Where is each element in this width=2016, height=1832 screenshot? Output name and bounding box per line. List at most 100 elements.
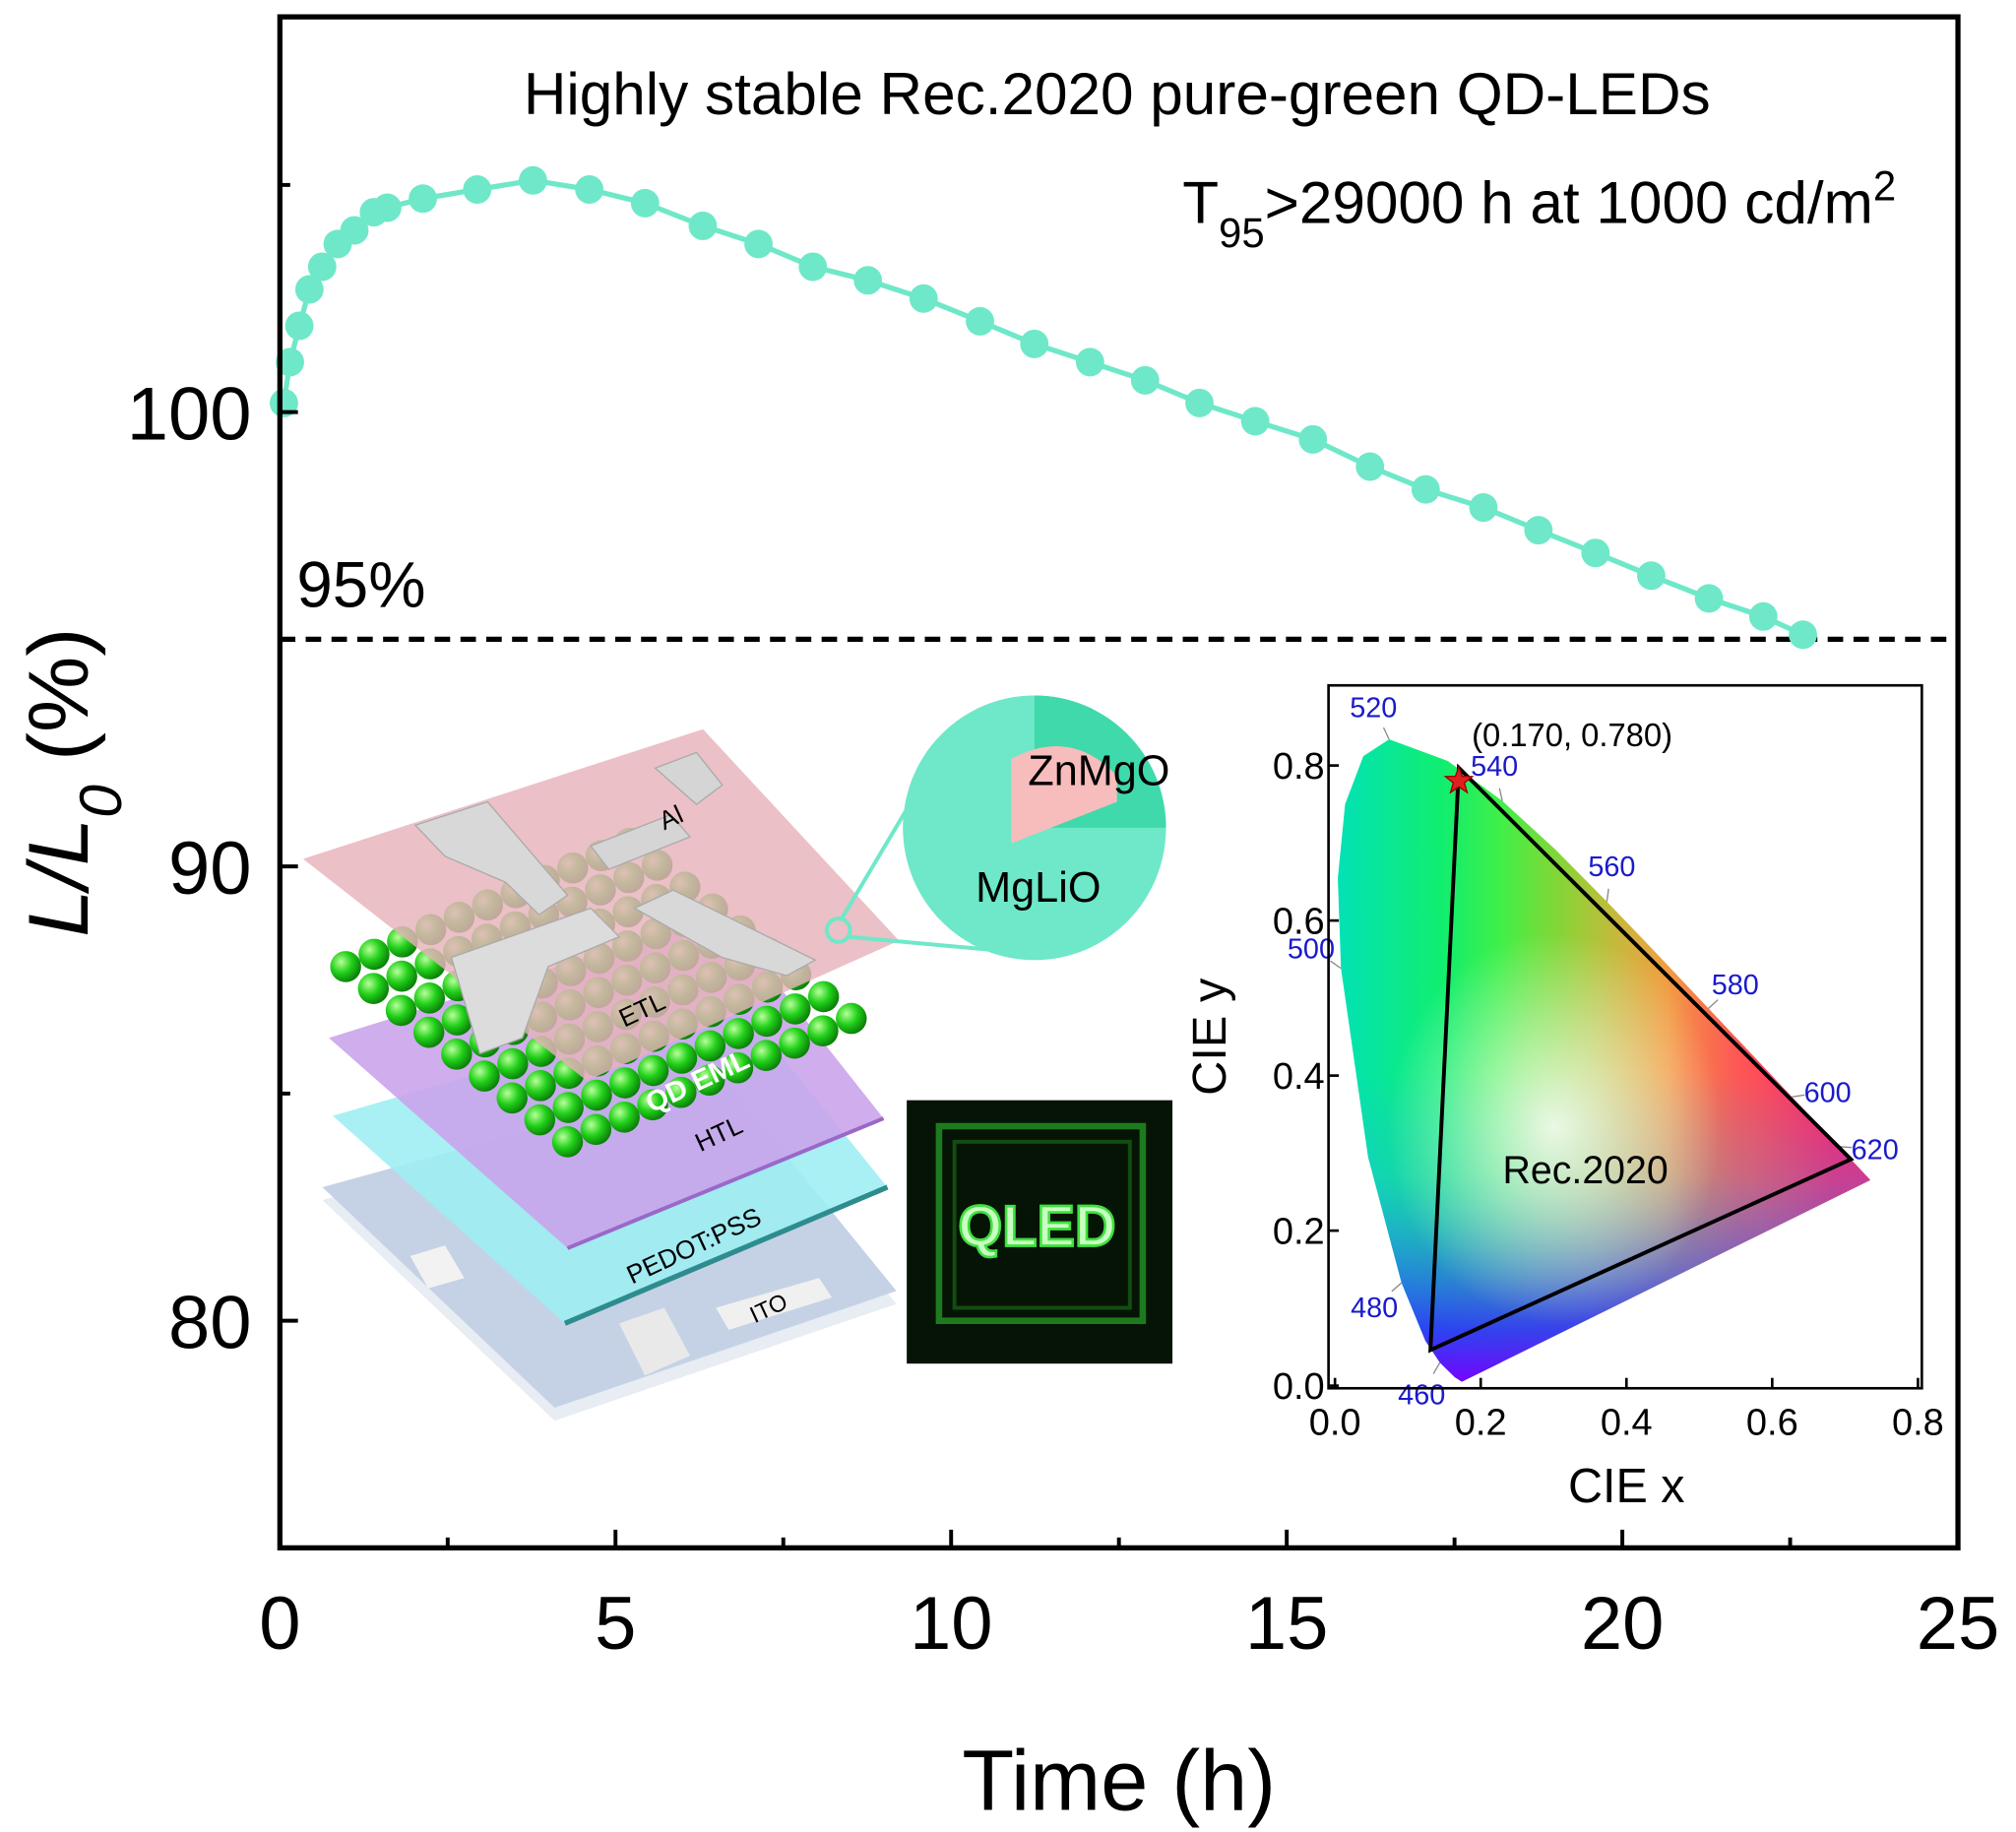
data-point: [1411, 474, 1440, 504]
qd-sphere: [694, 1030, 726, 1062]
qd-sphere: [836, 1002, 867, 1035]
wavelength-label: 500: [1288, 933, 1335, 965]
wavelength-leader: [1391, 1282, 1403, 1293]
data-point: [340, 216, 369, 245]
y-tick-label: 100: [127, 372, 252, 456]
data-point: [630, 188, 660, 218]
y-tick-label: 80: [168, 1281, 252, 1364]
data-point: [688, 211, 718, 240]
qd-sphere: [637, 1089, 668, 1121]
wavelength-leader: [1606, 888, 1609, 902]
qd-sphere: [665, 1042, 698, 1074]
qd-sphere: [358, 938, 390, 971]
core-label: ZnMgO: [1028, 747, 1169, 794]
x-tick-label: 0: [259, 1582, 300, 1666]
qd-sphere: [722, 1051, 754, 1084]
qd-sphere: [807, 980, 840, 1013]
subtitle-part: T: [1182, 169, 1219, 236]
subtitle-part: 2: [1873, 162, 1896, 209]
y-tick-label: 90: [168, 827, 252, 911]
color-point: [1443, 764, 1475, 794]
wavelength-label: 620: [1852, 1135, 1899, 1167]
qd-sphere: [552, 1092, 584, 1123]
subtitle-part: >29000 h at 1000 cd/m: [1265, 169, 1873, 236]
wavelength-leader: [1382, 726, 1390, 740]
qd-sphere: [525, 1070, 556, 1102]
y-axis-label: CIE y: [1183, 978, 1236, 1096]
electrode: [590, 813, 692, 870]
photo-text: QLED: [958, 1195, 1115, 1258]
zoom-spot: [824, 916, 852, 944]
y-label-part: 0: [67, 785, 134, 818]
x-tick-label: 0.8: [1892, 1403, 1944, 1444]
data-line: [281, 177, 1804, 638]
data-point: [1789, 620, 1817, 650]
wavelength-leader: [1708, 999, 1719, 1009]
data-point: [294, 275, 324, 304]
qd-sphere: [780, 993, 811, 1025]
x-tick-label: 0.6: [1746, 1403, 1798, 1444]
data-point: [1524, 516, 1553, 545]
photo-frame: [952, 1139, 1132, 1310]
data-point: [270, 388, 298, 417]
qd-sphere: [413, 982, 446, 1014]
qd-sphere: [386, 960, 417, 992]
y-tick-label: 0.2: [1273, 1211, 1325, 1252]
rec2020-triangle: [1428, 763, 1855, 1354]
qd-sphere: [357, 973, 390, 1004]
y-tick-label: 0.6: [1273, 901, 1325, 942]
electrode: [654, 751, 724, 806]
y-label-part: (%): [11, 628, 106, 785]
qd-sphere: [665, 1076, 697, 1108]
qd-sphere: [412, 1016, 445, 1048]
gamut-color: [1338, 738, 1871, 1382]
data-point: [284, 311, 314, 341]
qd-sphere: [807, 1015, 839, 1046]
data-point: [1748, 601, 1778, 631]
qd-sphere: [581, 1079, 612, 1111]
data-point: [1185, 388, 1214, 417]
data-point: [909, 284, 938, 313]
qd-sphere: [441, 1004, 473, 1036]
wavelength-label: 600: [1804, 1077, 1852, 1108]
qd-sphere: [497, 1047, 529, 1080]
data-point: [463, 175, 492, 204]
y-tick-label: 0.4: [1273, 1056, 1325, 1098]
qd-sphere: [496, 1082, 528, 1114]
data-point: [518, 165, 547, 195]
x-axis-label: CIE x: [1568, 1460, 1684, 1513]
wavelength-label: 480: [1351, 1293, 1398, 1324]
wavelength-label: 540: [1471, 751, 1518, 783]
qd-sphere: [723, 1018, 754, 1049]
data-point: [307, 252, 337, 282]
electrode: [633, 889, 817, 977]
data-point: [966, 306, 994, 336]
qd-sphere: [441, 1039, 472, 1070]
x-tick-label: 15: [1245, 1582, 1329, 1666]
wavelength-leader: [1432, 1361, 1441, 1374]
subtitle-part: 95: [1219, 209, 1265, 255]
y-axis-label: L/L0 (%): [11, 628, 134, 937]
qd-core: [1011, 745, 1117, 844]
chart-subtitle: T95>29000 h at 1000 cd/m2: [1182, 162, 1896, 255]
data-point: [1694, 584, 1724, 613]
qd-sphere: [469, 1060, 500, 1092]
electrode: [413, 800, 569, 916]
data-point: [409, 184, 437, 214]
layer-edge: [566, 1116, 885, 1250]
wavelength-label: 460: [1398, 1380, 1445, 1412]
x-tick-label: 0.0: [1309, 1403, 1361, 1444]
point-label: (0.170, 0.780): [1472, 717, 1672, 753]
wavelength-leader: [1498, 788, 1503, 801]
wavelength-leader: [1330, 960, 1342, 970]
x-tick-label: 10: [910, 1582, 993, 1666]
x-axis-label: Time (h): [962, 1733, 1276, 1828]
qd-sphere: [750, 1040, 783, 1071]
qd-sphere: [580, 1113, 612, 1146]
chart-title: Highly stable Rec.2020 pure-green QD-LED…: [524, 60, 1711, 127]
electrode: [450, 907, 621, 1055]
x-tick-label: 5: [595, 1582, 636, 1666]
